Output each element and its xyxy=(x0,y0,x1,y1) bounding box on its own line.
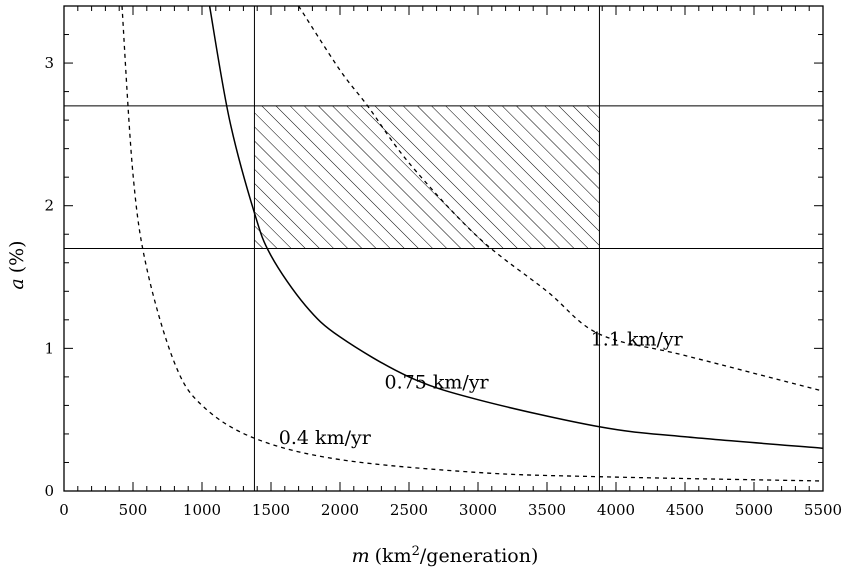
x-tick-label: 5000 xyxy=(735,501,773,519)
series-layer xyxy=(121,6,823,482)
plot-frame xyxy=(63,5,824,492)
x-tick-label: 2000 xyxy=(321,501,359,519)
curve-label: 0.4 km/yr xyxy=(279,427,372,449)
x-axis-var: m xyxy=(352,545,370,567)
y-axis-var: a xyxy=(6,278,28,289)
x-tick-label: 4500 xyxy=(666,501,704,519)
x-tick-label: 5500 xyxy=(804,501,842,519)
hatched-region xyxy=(254,105,600,249)
x-tick-label: 0 xyxy=(59,501,69,519)
y-axis-label: a (%) xyxy=(6,240,28,289)
x-axis-unit-end: /generation) xyxy=(420,545,539,567)
shaded-region-layer xyxy=(254,105,600,249)
series-line-3 xyxy=(298,6,823,392)
curve-label: 1.1 km/yr xyxy=(591,329,684,351)
x-tick-label: 500 xyxy=(119,501,148,519)
x-tick-label: 1000 xyxy=(183,501,221,519)
y-tick-label: 1 xyxy=(44,339,54,357)
reference-lines-layer xyxy=(64,6,823,491)
tick-labels-layer: 0 500 1000 1500 2000 2500 3000 3500 4000 4500 5000… xyxy=(44,54,842,519)
series-line-2 xyxy=(208,6,823,449)
y-tick-label: 2 xyxy=(44,197,54,215)
x-tick-label: 3000 xyxy=(459,501,497,519)
x-tick-label: 2500 xyxy=(390,501,428,519)
x-tick-label: 4000 xyxy=(597,501,635,519)
annotations-layer: 0.4 km/yr 0.75 km/yr 1.1 km/yr xyxy=(279,329,684,449)
series-line-1 xyxy=(121,6,823,482)
x-tick-label: 3500 xyxy=(528,501,566,519)
y-axis-unit: (%) xyxy=(6,240,28,273)
x-axis-unit-start: (km xyxy=(375,545,412,567)
x-tick-label: 1500 xyxy=(252,501,290,519)
y-tick-label: 3 xyxy=(44,54,54,72)
ticks-layer xyxy=(63,5,824,492)
y-tick-label: 0 xyxy=(44,482,54,500)
x-axis-unit-superscript: 2 xyxy=(412,544,420,559)
curve-label: 0.75 km/yr xyxy=(385,371,490,393)
x-axis-label: m (km2/generation) xyxy=(352,544,539,567)
